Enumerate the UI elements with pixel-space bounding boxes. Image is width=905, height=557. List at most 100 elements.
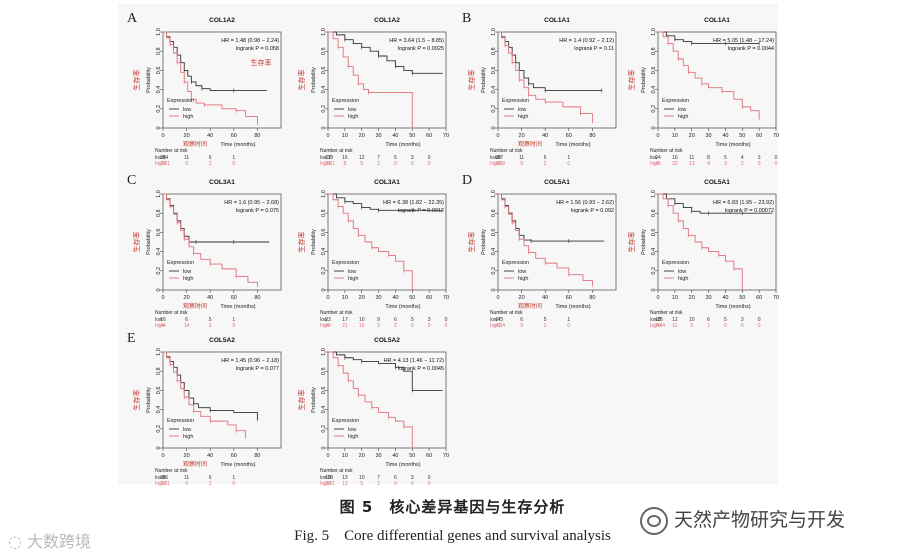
figure-canvas: A COL1A2 HR = 1.48 (0.98 − 2.24) logrank P …: [127, 11, 780, 487]
risk-count: 6: [394, 317, 397, 323]
x-tick-label: 40: [542, 133, 548, 139]
x-tick-label: 40: [207, 295, 213, 301]
risk-count: 0: [758, 161, 761, 167]
y-axis-label: Probability: [146, 67, 152, 93]
risk-count: 24: [655, 155, 661, 161]
y-axis-label-cn: 生存率: [132, 232, 141, 253]
x-tick-label: 10: [342, 133, 348, 139]
y-axis-label: Probability: [146, 387, 152, 413]
x-tick-label: 0: [326, 453, 329, 459]
x-tick-label: 70: [443, 453, 449, 459]
risk-row-label: high: [650, 161, 660, 167]
y-tick-label: 0.8: [651, 47, 657, 55]
x-axis-label: Time (months): [385, 142, 420, 148]
y-tick-label: 0.4: [156, 86, 162, 94]
y-axis-label: Probability: [311, 387, 317, 413]
logrank-pvalue: logrank P = 0.11: [574, 46, 614, 52]
risk-count: 4: [707, 161, 710, 167]
x-tick-label: 70: [773, 295, 779, 301]
legend-label-high: high: [348, 276, 358, 282]
risk-row-label: high34: [490, 323, 505, 329]
risk-count: 3: [758, 155, 761, 161]
x-tick-label: 0: [161, 295, 164, 301]
risk-count: 30: [495, 155, 501, 161]
risk-count: 3: [544, 323, 547, 329]
legend-title: Expression: [332, 260, 359, 266]
y-axis-label-cn: 生存率: [297, 390, 306, 411]
risk-count: 21: [325, 161, 331, 167]
risk-count: 0: [394, 161, 397, 167]
y-axis-label: Probability: [146, 229, 152, 255]
risk-count: 1: [567, 317, 570, 323]
risk-table-title: Number at risk: [320, 148, 353, 154]
risk-count: 10: [359, 323, 365, 329]
risk-count: 11: [184, 475, 189, 481]
hazard-ratio: HR = 1.4 (0.92 − 2.12): [559, 38, 614, 44]
logrank-pvalue: logrank P = 0.075: [236, 208, 279, 214]
risk-table-title: Number at risk: [155, 468, 188, 474]
x-tick-label: 70: [443, 133, 449, 139]
x-axis-label: Time (months): [220, 142, 255, 148]
risk-row-label: high61: [320, 481, 335, 487]
x-tick-label: 60: [426, 453, 432, 459]
x-tick-label: 30: [706, 295, 712, 301]
risk-count: 1: [707, 323, 710, 329]
x-axis-label: Time (months): [715, 304, 750, 310]
x-tick-label: 60: [566, 295, 572, 301]
risk-count: 3: [428, 317, 431, 323]
risk-count: 0: [445, 323, 448, 329]
legend-title: Expression: [167, 98, 194, 104]
risk-row-label: high81: [155, 481, 170, 487]
x-tick-label: 30: [376, 295, 382, 301]
y-tick-label: 0.2: [156, 267, 162, 275]
risk-count: 5: [394, 155, 397, 161]
risk-count: 10: [359, 317, 365, 323]
risk-count: 2: [209, 481, 212, 487]
plot-frame: [657, 31, 777, 129]
risk-row-label: low25: [650, 317, 663, 323]
logrank-pvalue: logrank P = 0.0044: [728, 46, 774, 52]
legend-title: Expression: [332, 98, 359, 104]
y-tick-label: 0: [321, 288, 327, 291]
risk-count: 32: [672, 161, 678, 167]
risk-count: 11: [672, 323, 677, 329]
legend-title: Expression: [502, 98, 529, 104]
risk-table-title: Number at risk: [320, 468, 353, 474]
risk-count: 18: [655, 317, 661, 323]
y-tick-label: 1.0: [156, 348, 162, 356]
risk-row-label: high: [320, 323, 330, 329]
risk-count: 4: [741, 155, 744, 161]
risk-count: 46: [655, 161, 661, 167]
risk-count: 0: [567, 323, 570, 329]
x-tick-label: 40: [722, 133, 728, 139]
risk-count: 5: [209, 317, 212, 323]
risk-count: 0: [411, 323, 414, 329]
y-tick-label: 0.2: [321, 105, 327, 113]
y-tick-label: 1.0: [156, 190, 162, 198]
x-tick-label: 20: [359, 453, 365, 459]
risk-count: 13: [342, 475, 348, 481]
risk-table-title: Number at risk: [155, 148, 188, 154]
watermark-left: ◌ 大数跨境: [8, 532, 92, 551]
km-panel-8: COL5A1 HR = 6.83 (1.95 − 23.92) logrank P …: [627, 179, 779, 329]
y-tick-label: 0.4: [651, 248, 657, 256]
x-tick-label: 40: [207, 453, 213, 459]
risk-count: 1: [232, 317, 235, 323]
x-tick-label: 30: [706, 133, 712, 139]
y-tick-label: 0.6: [156, 387, 162, 395]
logrank-pvalue: logrank P = 0.092: [571, 208, 614, 214]
y-tick-label: 0.6: [156, 229, 162, 237]
panel-letter: B: [462, 11, 471, 26]
x-tick-label: 60: [231, 295, 237, 301]
logrank-pvalue: logrank P = 0.0045: [398, 366, 444, 372]
caption-chinese: 图 5 核心差异基因与生存分析: [339, 498, 566, 516]
y-tick-label: 0.8: [651, 209, 657, 217]
y-axis-label-cn: 生存率: [132, 390, 141, 411]
x-axis-label: Time (months): [555, 304, 590, 310]
risk-count: 5: [411, 317, 414, 323]
risk-count: 5: [360, 481, 363, 487]
plot-frame: [162, 193, 282, 291]
km-panel-9: E COL5A2 HR = 1.45 (0.96 − 2.18) logrank P …: [127, 331, 282, 487]
y-axis-label-cn: 生存率: [467, 232, 476, 253]
y-tick-label: 0.8: [321, 47, 327, 55]
